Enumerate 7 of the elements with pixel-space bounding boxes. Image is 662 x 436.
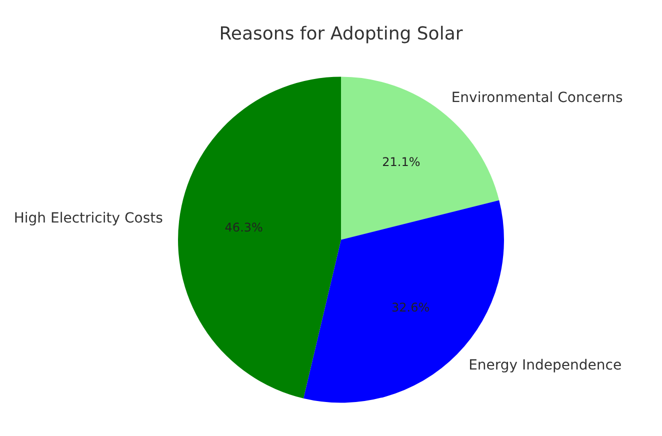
data-label: 21.1% [382, 154, 420, 169]
data-label: 32.6% [392, 300, 430, 315]
slice-label: High Electricity Costs [14, 210, 163, 227]
data-label: 46.3% [224, 220, 263, 235]
slice-label: Energy Independence [468, 357, 622, 374]
chart-title: Reasons for Adopting Solar [219, 23, 464, 44]
slice-label: Environmental Concerns [451, 90, 623, 106]
